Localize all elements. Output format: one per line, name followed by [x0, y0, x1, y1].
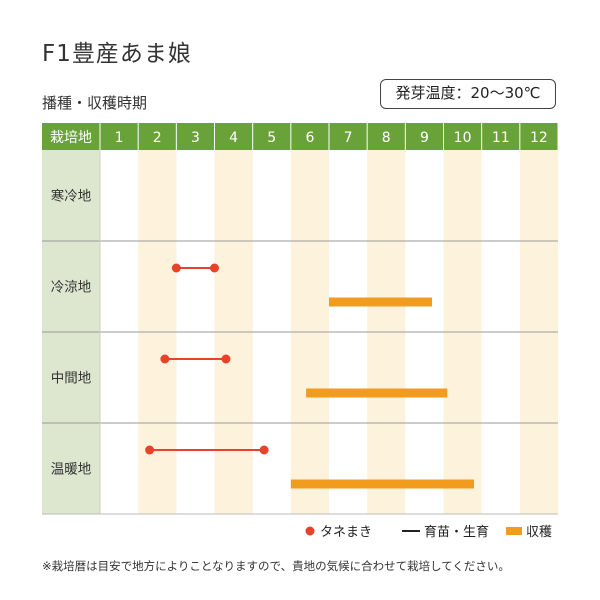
month-label-6: 6	[305, 130, 314, 146]
header-label: 栽培地	[50, 130, 92, 146]
month-label-8: 8	[382, 130, 391, 146]
month-label-3: 3	[191, 130, 200, 146]
sowing-start-dot	[160, 354, 170, 364]
sowing-end-dot	[221, 354, 231, 364]
sowing-start-dot	[171, 263, 181, 273]
month-label-11: 11	[492, 130, 510, 146]
month-label-10: 10	[454, 130, 472, 146]
harvest-bar	[329, 297, 433, 307]
legend-sowing-dot	[305, 526, 315, 536]
legend-harvest-label: 収穫	[526, 525, 552, 540]
region-label: 寒冷地	[51, 188, 92, 205]
legend-harvest-swatch	[506, 527, 522, 535]
month-label-7: 7	[344, 130, 353, 146]
month-label-12: 12	[530, 130, 548, 146]
region-label: 温暖地	[51, 462, 92, 478]
legend-sowing-label: タネまき	[320, 525, 372, 540]
region-label: 中間地	[51, 371, 92, 387]
month-label-5: 5	[267, 130, 276, 146]
legend-growing-label: 育苗・生育	[424, 524, 489, 540]
harvest-bar	[290, 479, 475, 489]
page-title: F1豊産あま娘	[42, 41, 192, 67]
month-label-1: 1	[115, 130, 124, 146]
region-label: 冷涼地	[51, 280, 92, 296]
sowing-end-dot	[259, 445, 269, 455]
month-label-4: 4	[229, 130, 238, 146]
month-label-2: 2	[153, 130, 162, 146]
harvest-bar	[306, 388, 448, 398]
germination-temperature-badge: 発芽温度：20～30℃	[380, 79, 556, 109]
sowing-start-dot	[145, 445, 155, 455]
chart-subtitle: 播種・収穫時期	[42, 94, 148, 112]
month-label-9: 9	[420, 130, 429, 146]
header-bar	[42, 123, 558, 150]
sowing-end-dot	[210, 263, 219, 273]
footnote: ※栽培暦は目安で地方によりことなりますので、貴地の気候に合わせて栽培してください…	[42, 559, 510, 573]
